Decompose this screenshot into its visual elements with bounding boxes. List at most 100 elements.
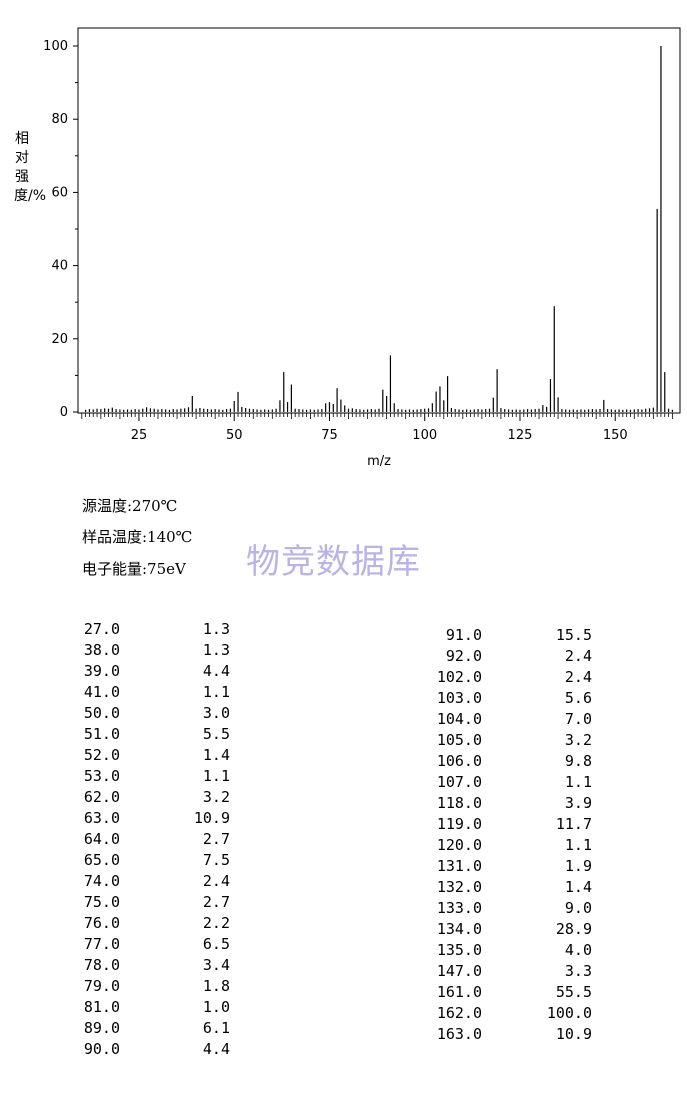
y-tick-label: 20 [51,332,68,347]
intensity-value: 1.0 [202,998,230,1016]
intensity-value: 11.7 [555,815,592,833]
mz-value: 75.0 [83,893,120,911]
intensity-value: 4.0 [564,941,592,959]
intensity-value: 55.5 [555,983,592,1001]
mz-value: 63.0 [83,809,120,827]
mz-value: 92.0 [445,647,482,665]
intensity-value: 1.1 [564,773,592,791]
x-axis-label: m/z [367,454,391,469]
intensity-value: 3.4 [202,956,230,974]
intensity-value: 3.0 [202,704,230,722]
intensity-value: 1.8 [202,977,230,995]
y-tick-label: 0 [60,405,68,420]
intensity-value: 1.1 [564,836,592,854]
mz-value: 27.0 [83,620,120,638]
intensity-value: 4.4 [202,1040,230,1058]
y-tick-label: 100 [43,39,68,54]
x-tick-label: 50 [226,428,243,443]
mz-value: 132.0 [436,878,482,896]
electron-energy: 电子能量:75eV [82,560,186,578]
intensity-value: 6.1 [202,1019,230,1037]
intensity-value: 2.4 [564,647,592,665]
sample-temperature: 样品温度:140℃ [82,528,193,546]
x-tick-label: 25 [131,428,148,443]
intensity-value: 2.4 [564,668,592,686]
mz-value: 102.0 [436,668,482,686]
mz-value: 91.0 [445,626,482,644]
intensity-value: 2.4 [202,872,230,890]
intensity-value: 9.0 [564,899,592,917]
intensity-value: 6.5 [202,935,230,953]
intensity-value: 15.5 [555,626,592,644]
mz-value: 39.0 [83,662,120,680]
mz-value: 118.0 [436,794,482,812]
mz-value: 120.0 [436,836,482,854]
x-tick-label: 100 [412,428,437,443]
mz-value: 161.0 [436,983,482,1001]
intensity-value: 1.1 [202,683,230,701]
peak-series [85,46,673,412]
x-tick-label: 125 [508,428,533,443]
mz-value: 38.0 [83,641,120,659]
mz-value: 78.0 [83,956,120,974]
mz-value: 79.0 [83,977,120,995]
mz-value: 90.0 [83,1040,120,1058]
intensity-value: 10.9 [555,1025,592,1043]
mz-value: 51.0 [83,725,120,743]
mz-value: 134.0 [436,920,482,938]
mz-value: 107.0 [436,773,482,791]
mz-value: 64.0 [83,830,120,848]
intensity-value: 1.9 [564,857,592,875]
mass-spectrum-chart: 0 20 40 60 80 100 25 50 75 100 125 150 m/z [43,27,681,469]
x-minor-ticks [81,413,673,419]
intensity-value: 4.4 [202,662,230,680]
mz-value: 119.0 [436,815,482,833]
intensity-value: 9.8 [564,752,592,770]
source-temperature: 源温度:270℃ [82,497,178,515]
mz-value: 74.0 [83,872,120,890]
intensity-value: 100.0 [546,1004,592,1022]
mz-value: 53.0 [83,767,120,785]
intensity-value: 3.3 [564,962,592,980]
y-axis: 0 20 40 60 80 100 [43,39,78,420]
intensity-value: 1.1 [202,767,230,785]
x-axis: 25 50 75 100 125 150 [131,413,628,443]
mz-value: 106.0 [436,752,482,770]
intensity-value: 5.5 [202,725,230,743]
intensity-value: 1.4 [202,746,230,764]
plot-frame [77,27,681,414]
y-tick-label: 80 [51,112,68,127]
mz-value: 103.0 [436,689,482,707]
y-tick-label: 60 [51,185,68,200]
mz-value: 52.0 [83,746,120,764]
intensity-value: 1.4 [564,878,592,896]
mz-value: 163.0 [436,1025,482,1043]
y-tick-label: 40 [51,259,68,274]
intensity-value: 2.2 [202,914,230,932]
watermark: 物竞数据库 [246,542,421,582]
intensity-value: 5.6 [564,689,592,707]
intensity-value: 1.3 [202,641,230,659]
intensity-value: 7.0 [564,710,592,728]
mz-value: 89.0 [83,1019,120,1037]
intensity-value: 2.7 [202,893,230,911]
mz-value: 133.0 [436,899,482,917]
intensity-value: 3.9 [564,794,592,812]
y-axis-label: 相对强度/% [14,131,47,204]
mz-value: 50.0 [83,704,120,722]
mz-value: 105.0 [436,731,482,749]
intensity-value: 28.9 [555,920,592,938]
mz-value: 77.0 [83,935,120,953]
intensity-value: 3.2 [564,731,592,749]
mz-value: 162.0 [436,1004,482,1022]
intensity-value: 2.7 [202,830,230,848]
mz-value: 62.0 [83,788,120,806]
x-tick-label: 150 [603,428,628,443]
x-tick-label: 75 [321,428,338,443]
mz-value: 76.0 [83,914,120,932]
mz-value: 104.0 [436,710,482,728]
mz-value: 131.0 [436,857,482,875]
mz-value: 135.0 [436,941,482,959]
mz-value: 81.0 [83,998,120,1016]
mz-value: 41.0 [83,683,120,701]
